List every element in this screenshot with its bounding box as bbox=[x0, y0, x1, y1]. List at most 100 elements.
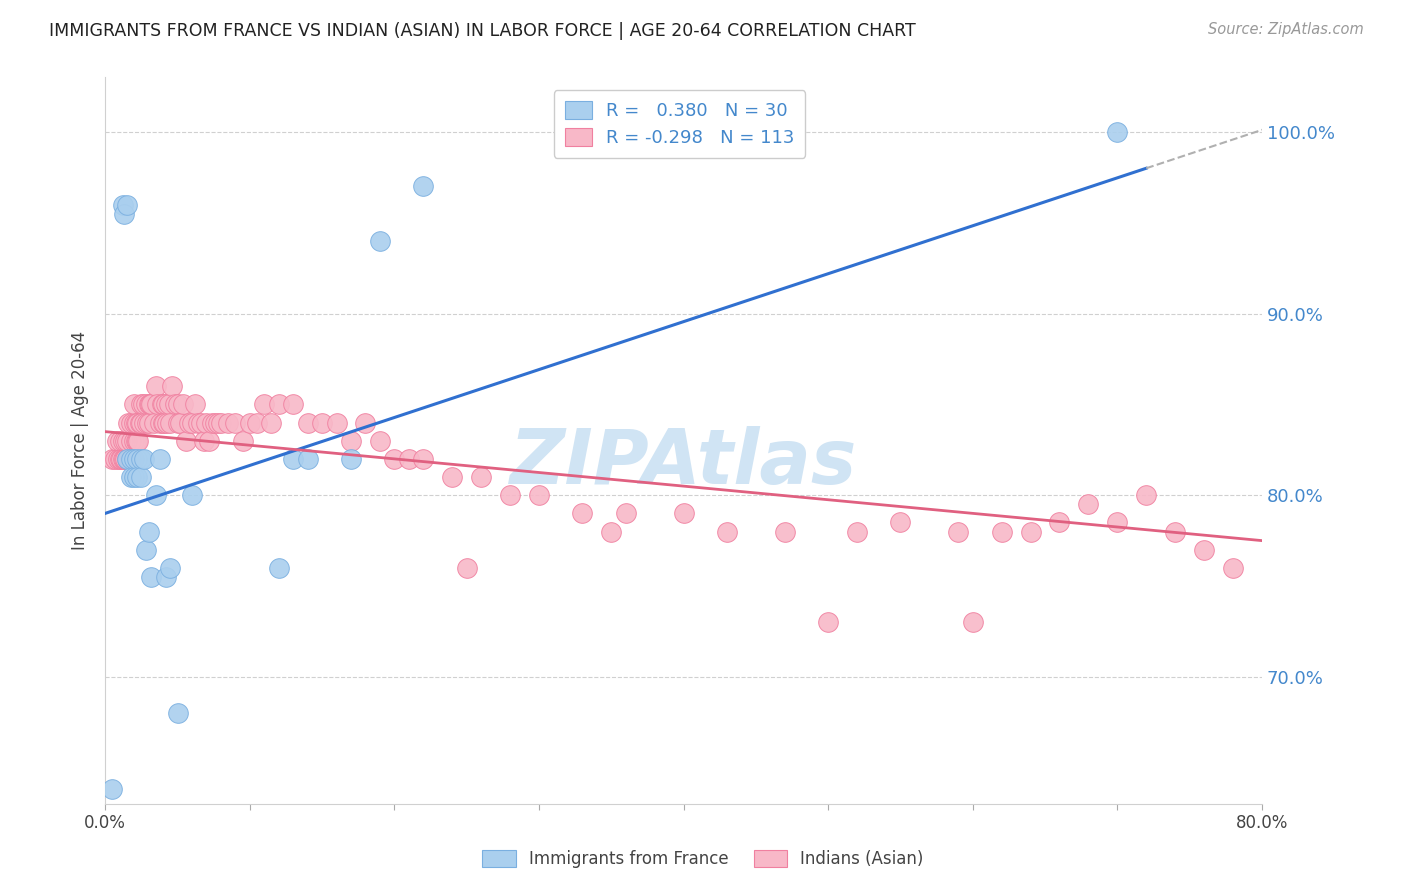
Point bbox=[138, 524, 160, 539]
Point bbox=[146, 397, 169, 411]
Point bbox=[122, 451, 145, 466]
Point bbox=[672, 507, 695, 521]
Point bbox=[224, 416, 246, 430]
Point bbox=[112, 207, 135, 221]
Point bbox=[125, 451, 148, 466]
Point bbox=[121, 451, 143, 466]
Point bbox=[716, 524, 738, 539]
Point bbox=[159, 416, 181, 430]
Point bbox=[120, 470, 142, 484]
Point bbox=[368, 234, 391, 248]
Point bbox=[141, 397, 163, 411]
Point bbox=[159, 561, 181, 575]
Point bbox=[104, 451, 127, 466]
Point bbox=[1164, 524, 1187, 539]
Point bbox=[131, 416, 153, 430]
Point bbox=[187, 416, 209, 430]
Point bbox=[160, 379, 183, 393]
Point bbox=[441, 470, 464, 484]
Point bbox=[600, 524, 623, 539]
Point bbox=[122, 434, 145, 448]
Point bbox=[246, 416, 269, 430]
Point bbox=[181, 488, 204, 502]
Point bbox=[412, 451, 434, 466]
Point bbox=[1019, 524, 1042, 539]
Point bbox=[153, 416, 176, 430]
Point bbox=[184, 397, 207, 411]
Point bbox=[1222, 561, 1244, 575]
Point bbox=[141, 570, 163, 584]
Legend: Immigrants from France, Indians (Asian): Immigrants from France, Indians (Asian) bbox=[475, 843, 931, 875]
Point bbox=[398, 451, 420, 466]
Point bbox=[120, 451, 142, 466]
Point bbox=[190, 416, 212, 430]
Point bbox=[1192, 542, 1215, 557]
Point bbox=[354, 416, 377, 430]
Point bbox=[111, 197, 134, 211]
Point bbox=[115, 451, 138, 466]
Point bbox=[143, 416, 166, 430]
Point bbox=[209, 416, 232, 430]
Point bbox=[105, 434, 128, 448]
Point bbox=[297, 451, 319, 466]
Point bbox=[125, 416, 148, 430]
Point bbox=[166, 706, 188, 721]
Point bbox=[155, 397, 177, 411]
Point bbox=[412, 179, 434, 194]
Point bbox=[118, 451, 141, 466]
Point bbox=[125, 434, 148, 448]
Point bbox=[115, 197, 138, 211]
Point bbox=[193, 434, 215, 448]
Point bbox=[962, 615, 984, 630]
Point bbox=[122, 470, 145, 484]
Point bbox=[101, 782, 124, 797]
Point bbox=[232, 434, 254, 448]
Point bbox=[846, 524, 869, 539]
Point bbox=[1107, 516, 1129, 530]
Text: ZIPAtlas: ZIPAtlas bbox=[510, 425, 858, 500]
Point bbox=[156, 416, 179, 430]
Point bbox=[120, 434, 142, 448]
Point bbox=[817, 615, 839, 630]
Point bbox=[139, 397, 162, 411]
Point bbox=[990, 524, 1012, 539]
Point bbox=[267, 561, 290, 575]
Y-axis label: In Labor Force | Age 20-64: In Labor Force | Age 20-64 bbox=[72, 331, 89, 550]
Point bbox=[150, 397, 173, 411]
Point bbox=[267, 397, 290, 411]
Point bbox=[134, 451, 156, 466]
Point bbox=[131, 470, 153, 484]
Point bbox=[125, 470, 148, 484]
Point bbox=[163, 397, 186, 411]
Point bbox=[152, 416, 174, 430]
Point bbox=[172, 397, 194, 411]
Text: Source: ZipAtlas.com: Source: ZipAtlas.com bbox=[1208, 22, 1364, 37]
Point bbox=[773, 524, 796, 539]
Point bbox=[195, 416, 218, 430]
Point bbox=[1049, 516, 1071, 530]
Point bbox=[1077, 497, 1099, 511]
Point bbox=[571, 507, 593, 521]
Point bbox=[111, 434, 134, 448]
Point bbox=[325, 416, 347, 430]
Point bbox=[117, 451, 139, 466]
Point bbox=[122, 416, 145, 430]
Point bbox=[155, 570, 177, 584]
Point bbox=[108, 451, 131, 466]
Point bbox=[152, 397, 174, 411]
Point bbox=[166, 416, 188, 430]
Point bbox=[177, 416, 200, 430]
Point bbox=[114, 434, 136, 448]
Point bbox=[499, 488, 522, 502]
Point bbox=[253, 397, 276, 411]
Point bbox=[340, 451, 363, 466]
Point bbox=[115, 434, 138, 448]
Point bbox=[120, 416, 142, 430]
Point bbox=[297, 416, 319, 430]
Point bbox=[527, 488, 550, 502]
Point bbox=[112, 451, 135, 466]
Point bbox=[138, 416, 160, 430]
Point bbox=[110, 451, 132, 466]
Point bbox=[134, 416, 156, 430]
Point bbox=[135, 542, 157, 557]
